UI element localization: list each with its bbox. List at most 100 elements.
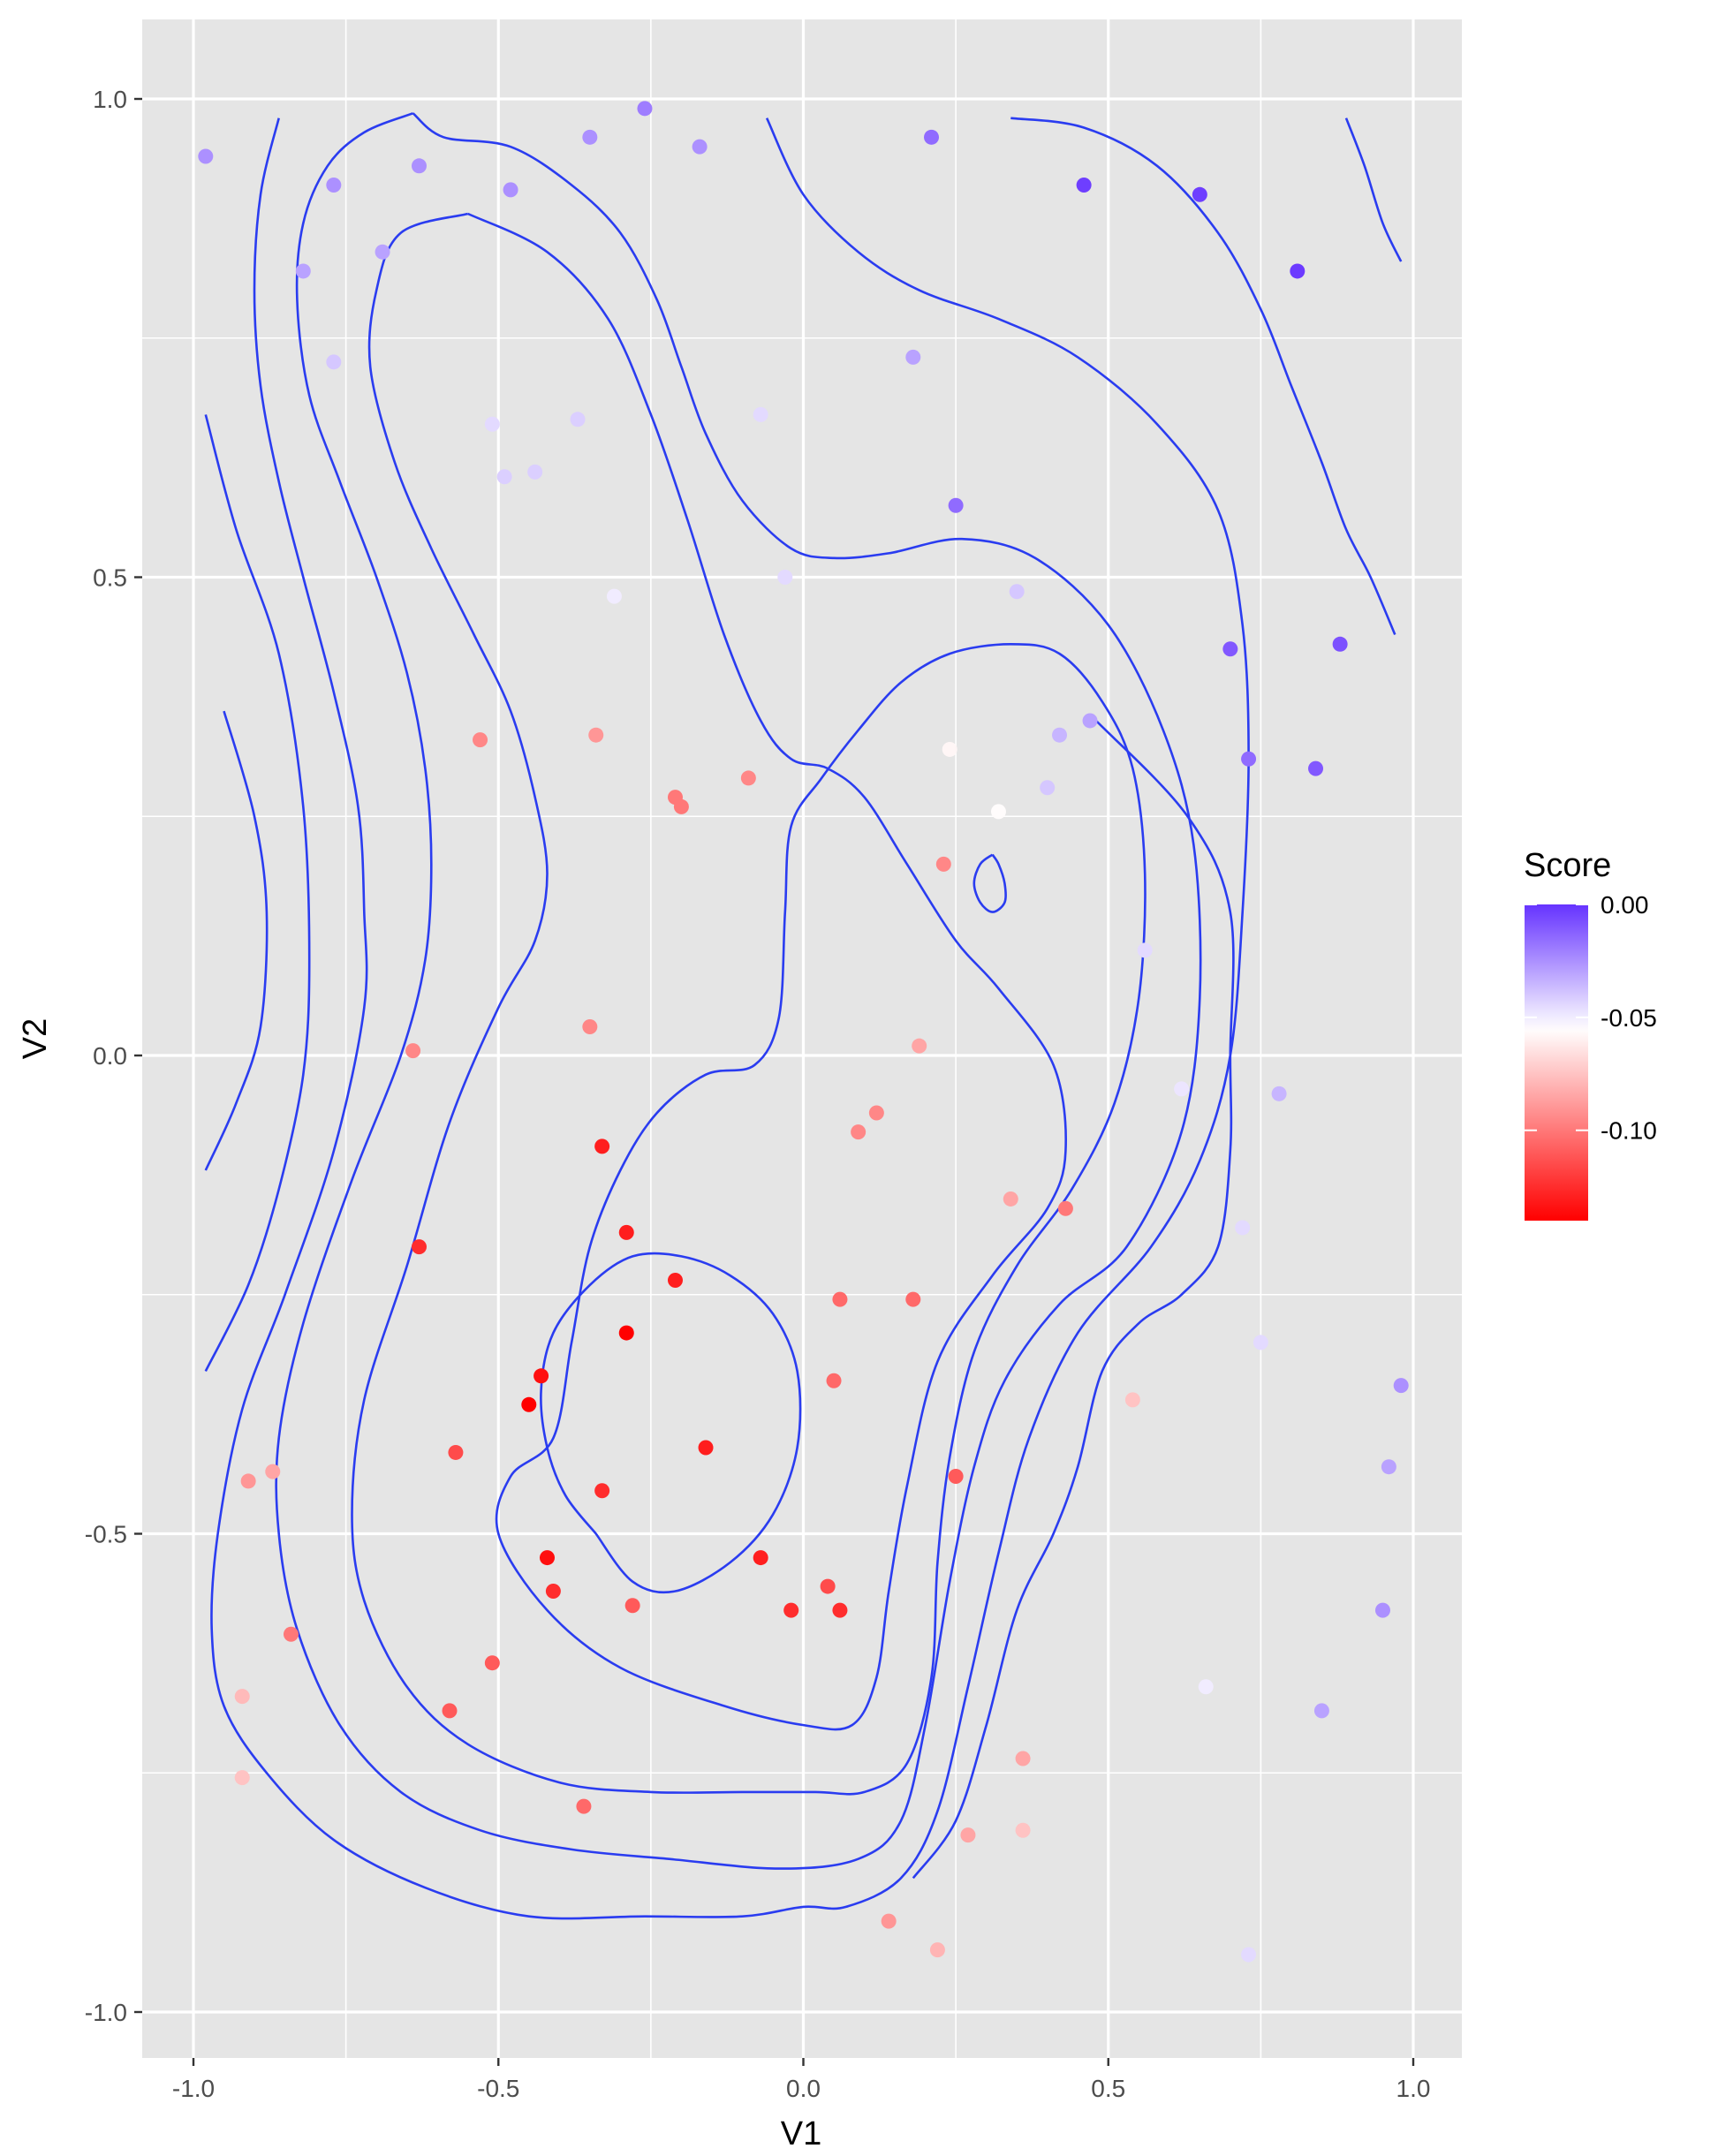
data-point <box>1174 1081 1190 1097</box>
data-point <box>667 1273 683 1289</box>
data-point <box>698 1440 714 1456</box>
data-point <box>484 1655 500 1671</box>
data-point <box>905 1291 921 1307</box>
data-point <box>1374 1602 1390 1618</box>
data-point <box>1332 636 1348 652</box>
grid-lines <box>142 19 1462 2058</box>
contour-line-8 <box>1344 117 1403 262</box>
data-point <box>473 732 488 748</box>
data-points <box>198 101 1409 1963</box>
data-point <box>777 570 793 585</box>
data-point <box>929 1942 945 1958</box>
contour-line-9 <box>912 720 1235 1880</box>
data-point <box>1290 263 1306 279</box>
contour-line-7 <box>1010 117 1396 636</box>
data-point <box>1313 1703 1329 1719</box>
y-axis-title: V2 <box>17 1018 54 1059</box>
legend-colorbar <box>1525 904 1588 1221</box>
data-point <box>1015 1751 1031 1766</box>
legend: Score 0.00 -0.05 -0.10 <box>1524 847 1657 1221</box>
data-point <box>1271 1086 1287 1101</box>
x-axis: -1.0 -0.5 0.0 0.5 1.0 <box>172 2058 1430 2102</box>
data-point <box>503 182 518 198</box>
data-point <box>534 1368 549 1384</box>
data-point <box>240 1473 256 1489</box>
legend-break-label: 0.00 <box>1601 891 1649 919</box>
data-point <box>637 101 653 117</box>
data-point <box>1052 727 1068 743</box>
contour-lines <box>204 111 1403 1920</box>
contour-line-0 <box>204 710 269 1171</box>
contour-line-4 <box>351 212 1147 1796</box>
data-point <box>326 354 342 370</box>
data-point <box>942 741 957 757</box>
data-point <box>1393 1378 1409 1394</box>
y-tick-label: -1.0 <box>85 1999 127 2026</box>
x-tick-label: -0.5 <box>477 2075 519 2102</box>
data-point <box>868 1105 884 1121</box>
data-point <box>673 798 689 814</box>
data-point <box>594 1483 610 1499</box>
data-point <box>1222 641 1238 657</box>
data-point <box>820 1578 836 1594</box>
data-point <box>411 158 427 174</box>
data-point <box>990 804 1006 820</box>
data-point <box>295 263 311 279</box>
data-point <box>618 1325 634 1341</box>
y-tick-label: -0.5 <box>85 1521 127 1548</box>
y-axis: -1.0 -0.5 0.0 0.5 1.0 <box>85 86 142 2026</box>
data-point <box>234 1689 250 1705</box>
data-point <box>496 469 512 485</box>
y-tick-label: 0.5 <box>93 564 127 592</box>
data-point <box>1057 1200 1073 1216</box>
contour-line-3 <box>275 111 1202 1870</box>
data-point <box>912 1038 927 1054</box>
data-point <box>442 1703 458 1719</box>
data-point <box>832 1291 848 1307</box>
data-point <box>851 1124 867 1140</box>
data-point <box>905 349 921 365</box>
data-point <box>606 588 622 604</box>
data-point <box>1015 1822 1031 1838</box>
y-tick-label: 0.0 <box>93 1042 127 1070</box>
x-tick-label: -1.0 <box>172 2075 215 2102</box>
data-point <box>582 129 598 145</box>
data-point <box>521 1396 537 1412</box>
data-point <box>832 1602 848 1618</box>
data-point <box>692 139 708 155</box>
data-point <box>265 1464 281 1479</box>
data-point <box>198 148 214 164</box>
data-point <box>326 177 342 193</box>
data-point <box>624 1598 640 1614</box>
y-tick-label: 1.0 <box>93 86 127 113</box>
data-point <box>594 1139 610 1154</box>
data-point <box>753 406 768 422</box>
data-point <box>1308 760 1324 776</box>
data-point <box>1241 1947 1257 1963</box>
data-point <box>783 1602 799 1618</box>
contour-line-2 <box>210 117 1250 1920</box>
data-point <box>1003 1191 1018 1207</box>
data-point <box>588 727 604 743</box>
data-point <box>283 1626 299 1642</box>
data-point <box>539 1550 555 1566</box>
data-point <box>405 1043 421 1059</box>
data-point <box>935 856 951 872</box>
data-point <box>234 1770 250 1786</box>
data-point <box>582 1019 598 1035</box>
data-point <box>924 129 940 145</box>
data-point <box>1198 1679 1214 1695</box>
data-point <box>1192 186 1207 202</box>
x-axis-title: V1 <box>781 2115 821 2152</box>
data-point <box>1040 780 1056 796</box>
data-point <box>1082 713 1098 729</box>
contour-line-5 <box>540 1252 802 1594</box>
data-point <box>545 1583 561 1599</box>
legend-break-label: -0.10 <box>1601 1117 1657 1145</box>
legend-title: Score <box>1524 847 1611 884</box>
data-point <box>960 1827 976 1843</box>
legend-break-label: -0.05 <box>1601 1004 1657 1032</box>
data-point <box>1235 1220 1251 1236</box>
data-point <box>948 1469 964 1485</box>
